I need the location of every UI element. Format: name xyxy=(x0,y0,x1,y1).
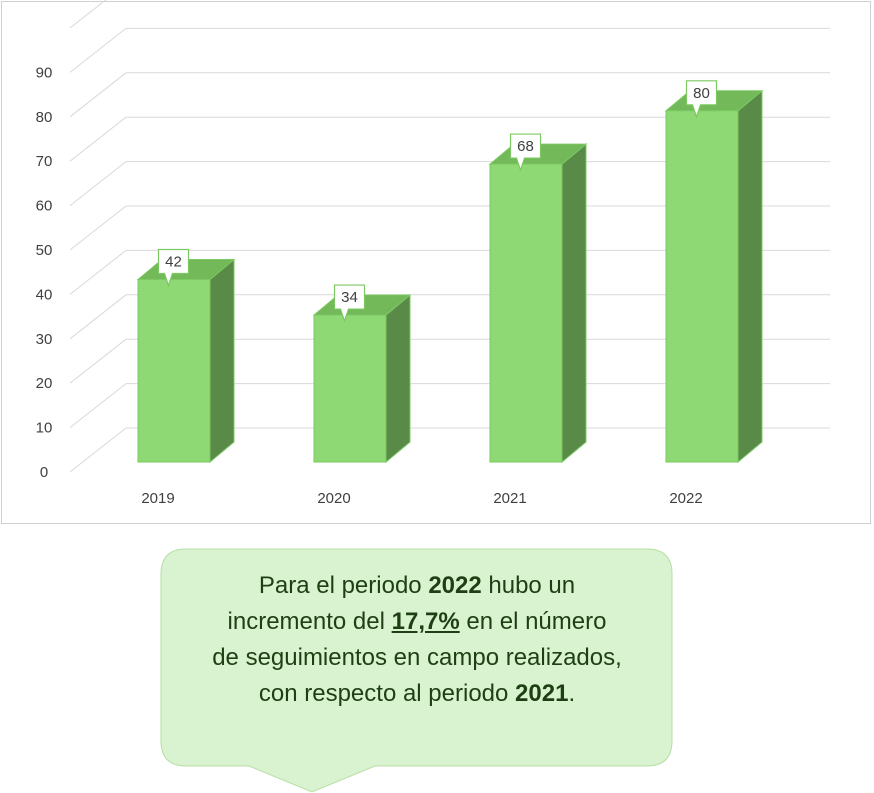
data-label: 80 xyxy=(693,85,710,102)
callout-text-segment: . xyxy=(568,680,576,707)
x-tick-label: 2020 xyxy=(317,490,350,507)
y-tick-label: 90 xyxy=(36,64,53,81)
y-tick-label: 80 xyxy=(36,109,53,126)
bar-chart: 0 10 20 30 40 50 60 70 80 90 2019 42 2020 34 2021 68 202… xyxy=(36,0,830,507)
bar xyxy=(137,279,211,463)
callout-text: Para el periodo 2022 hubo un incremento … xyxy=(175,568,659,712)
callout-line-1: Para el periodo 2022 hubo un xyxy=(175,568,659,604)
y-tick-label: 40 xyxy=(36,286,53,303)
callout-text-segment: Para el periodo xyxy=(258,572,429,599)
data-label-box xyxy=(333,284,366,323)
gridline-depth xyxy=(69,72,127,118)
gridline-depth xyxy=(69,427,127,473)
gridline-depth xyxy=(69,116,127,162)
gridline-depth xyxy=(69,0,107,29)
bar-side-face xyxy=(561,143,587,464)
callout-shape xyxy=(160,548,673,793)
callout-text-segment: incremento del xyxy=(227,608,392,635)
callout-text-segment: hubo un xyxy=(481,572,576,599)
bar xyxy=(489,163,563,463)
y-tick-label: 60 xyxy=(36,198,53,215)
gridline-depth xyxy=(69,161,127,206)
data-label-box xyxy=(685,80,718,119)
gridline-depth xyxy=(69,250,127,295)
bar-side-face xyxy=(737,89,763,464)
callout-text-segment: en el número xyxy=(459,608,607,635)
callout-line-2: incremento del 17,7% en el número xyxy=(175,604,659,640)
y-tick-label: 30 xyxy=(36,331,53,348)
bar xyxy=(313,314,387,463)
gridline-depth xyxy=(69,205,127,251)
gridline-depth xyxy=(69,28,127,73)
callout-text-segment: con respecto al periodo xyxy=(258,680,516,707)
y-tick-label: 20 xyxy=(36,375,53,392)
gridline-depth xyxy=(69,294,127,340)
y-tick-label: 0 xyxy=(40,464,48,481)
data-label-box xyxy=(157,248,190,288)
data-label: 34 xyxy=(341,289,358,306)
gridline-depth xyxy=(69,338,127,384)
y-tick-label: 50 xyxy=(36,242,53,259)
callout-percentage: 17,7% xyxy=(391,608,460,635)
callout-line-4: con respecto al periodo 2021. xyxy=(175,676,659,712)
data-label-box xyxy=(509,133,542,172)
bar-side-face xyxy=(385,293,411,464)
x-tick-label: 2019 xyxy=(141,490,174,507)
bar xyxy=(665,110,739,463)
data-label: 42 xyxy=(165,254,182,271)
bar-side-face xyxy=(209,258,235,464)
speech-bubble-callout xyxy=(160,548,673,793)
callout-year-2021: 2021 xyxy=(515,680,569,707)
y-tick-label: 10 xyxy=(36,420,53,437)
y-tick-label: 70 xyxy=(36,153,53,170)
gridline-depth xyxy=(69,383,127,428)
data-label: 68 xyxy=(517,138,534,155)
x-tick-label: 2021 xyxy=(493,490,526,507)
callout-year-2022: 2022 xyxy=(428,572,482,599)
x-tick-label: 2022 xyxy=(669,490,702,507)
callout-line-3: de seguimientos en campo realizados, xyxy=(212,644,622,671)
